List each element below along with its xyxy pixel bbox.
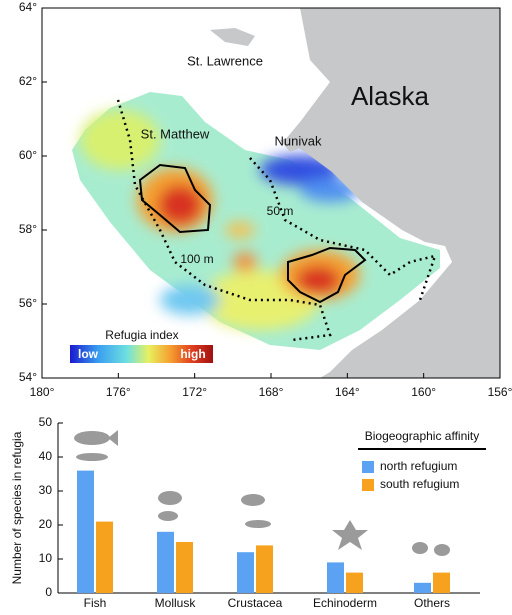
legend-swatch [362, 461, 374, 473]
icon [245, 520, 271, 528]
bar [346, 572, 363, 593]
icon [158, 491, 182, 505]
y-tick-label: 54° [19, 370, 37, 384]
bar [433, 572, 450, 593]
x-tick-label: Fish [84, 596, 107, 610]
bar [256, 545, 273, 593]
depth-contour [249, 157, 437, 301]
place-label: St. Matthew [141, 126, 210, 141]
icon [434, 544, 450, 556]
y-tick-label: 60° [19, 148, 37, 162]
icon [158, 511, 178, 521]
icon [76, 453, 108, 461]
x-tick-label: Others [414, 596, 450, 610]
legend-swatch [362, 479, 374, 491]
island [280, 136, 305, 152]
x-tick-label: 156° [488, 385, 512, 399]
refugia-heat [80, 110, 360, 330]
x-tick-label: 160° [411, 385, 436, 399]
bar [237, 552, 254, 593]
depth-contour [116, 99, 332, 342]
x-tick-label: Mollusk [155, 596, 197, 610]
bar [176, 542, 193, 593]
x-tick-label: 176° [106, 385, 131, 399]
icon [241, 494, 265, 506]
icon [74, 431, 110, 445]
place-label: Alaska [351, 81, 430, 111]
land [285, 8, 500, 378]
icon [108, 430, 118, 446]
y-tick-label: 64° [19, 0, 37, 14]
colorbar-title: Refugia index [105, 328, 178, 342]
colorbar [70, 345, 213, 363]
y-tick-label: 0 [45, 585, 52, 599]
y-axis-label: Number of species in refugia [10, 431, 24, 584]
y-tick-label: 20 [39, 517, 53, 531]
legend-label: north refugium [380, 459, 457, 473]
x-tick-label: 180° [30, 385, 55, 399]
island [210, 28, 255, 46]
contour-label: 100 m [180, 252, 213, 266]
refugium-outline [138, 163, 212, 234]
place-label: St. Lawrence [187, 53, 263, 68]
icon [332, 520, 368, 550]
bar [414, 582, 431, 593]
y-tick-label: 10 [39, 551, 53, 565]
x-tick-label: Crustacea [228, 596, 283, 610]
bar [96, 521, 113, 593]
bar [157, 531, 174, 593]
x-tick-label: 168° [259, 385, 284, 399]
y-tick-label: 56° [19, 296, 37, 310]
bar [327, 562, 344, 593]
refugium-outline [287, 246, 367, 304]
icons [74, 430, 450, 556]
icon [412, 542, 428, 554]
colorbar-label: high [180, 347, 205, 361]
bar [77, 470, 94, 593]
y-tick-label: 30 [39, 483, 53, 497]
x-tick-label: Echinoderm [313, 596, 377, 610]
y-tick-label: 40 [39, 449, 53, 463]
place-label: Nunivak [275, 133, 322, 148]
contour-label: 50 m [267, 204, 294, 218]
x-tick-label: 172° [182, 385, 207, 399]
legend-title: Biogeographic affinity [365, 429, 480, 443]
colorbar-label: low [78, 347, 99, 361]
map-layer [42, 8, 500, 378]
y-tick-label: 58° [19, 222, 37, 236]
x-tick-label: 164° [335, 385, 360, 399]
y-tick-label: 62° [19, 74, 37, 88]
y-tick-label: 50 [39, 415, 53, 429]
legend-label: south refugium [380, 477, 459, 491]
